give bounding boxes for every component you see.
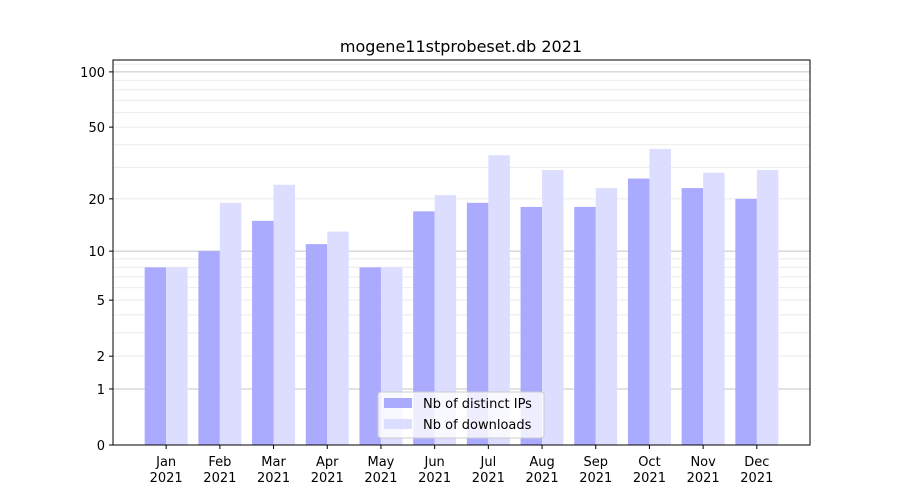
x-tick-label: Jun 2021 [418, 455, 451, 486]
y-tick-label: 100 [80, 66, 105, 81]
bar-distinct-ips [574, 206, 596, 445]
bar-distinct-ips [305, 244, 328, 445]
bar-downloads [542, 170, 564, 445]
legend-label: Nb of distinct IPs [423, 397, 532, 412]
plot-frame [112, 59, 811, 446]
bar-distinct-ips [144, 267, 167, 445]
bar-distinct-ips [735, 198, 757, 445]
y-tick-label: 0 [97, 439, 105, 454]
x-tick-label: Jul 2021 [472, 455, 505, 486]
x-tick-label: May 2021 [364, 455, 397, 486]
x-axis: Jan 2021 Feb 2021 Mar 2021 Apr 2021 May 2021 Jun 20… [150, 445, 773, 486]
bar-distinct-ips [198, 251, 220, 445]
bar-distinct-ips [627, 178, 650, 446]
y-tick-label: 2 [97, 350, 105, 365]
bar-distinct-ips [252, 220, 274, 445]
bar-distinct-ips [520, 206, 543, 445]
bar-downloads [703, 172, 725, 445]
y-tick-label: 1 [97, 383, 105, 398]
x-tick-label: Mar 2021 [257, 455, 290, 486]
bar-distinct-ips [413, 211, 435, 445]
y-tick-label: 50 [88, 121, 105, 136]
legend-box [377, 391, 545, 439]
bar-distinct-ips [466, 202, 489, 445]
bar-distinct-ips [681, 188, 704, 445]
bar-downloads [327, 231, 349, 445]
y-tick-label: 10 [88, 245, 105, 260]
x-tick-label: Feb 2021 [203, 455, 236, 486]
y-tick-label: 20 [88, 193, 105, 208]
bar-downloads [649, 148, 671, 445]
bar-downloads [434, 195, 457, 445]
bar-downloads [219, 202, 242, 445]
x-tick-label: Apr 2021 [311, 455, 344, 486]
x-tick-label: Dec 2021 [740, 455, 773, 486]
y-axis: 0 1 2 5 10 20 50 100 [80, 66, 113, 454]
legend-swatch [384, 419, 412, 429]
bar-distinct-ips [359, 267, 381, 445]
x-tick-label: Sep 2021 [579, 455, 612, 486]
legend: Nb of distinct IPs Nb of downloads [377, 391, 545, 439]
legend-label: Nb of downloads [423, 418, 532, 433]
x-tick-label: Jan 2021 [150, 455, 183, 486]
bar-downloads [166, 267, 188, 445]
x-tick-label: Nov 2021 [687, 455, 720, 486]
y-tick-label: 5 [97, 294, 105, 309]
bar-downloads [595, 188, 618, 445]
bar-downloads [273, 184, 296, 445]
bars [144, 148, 779, 446]
x-tick-label: Aug 2021 [526, 455, 559, 486]
legend-swatch [384, 398, 412, 408]
chart-title: mogene11stprobeset.db 2021 [340, 37, 582, 56]
bar-downloads [488, 155, 510, 445]
x-tick-label: Oct 2021 [633, 455, 666, 486]
bar-downloads [756, 170, 779, 445]
